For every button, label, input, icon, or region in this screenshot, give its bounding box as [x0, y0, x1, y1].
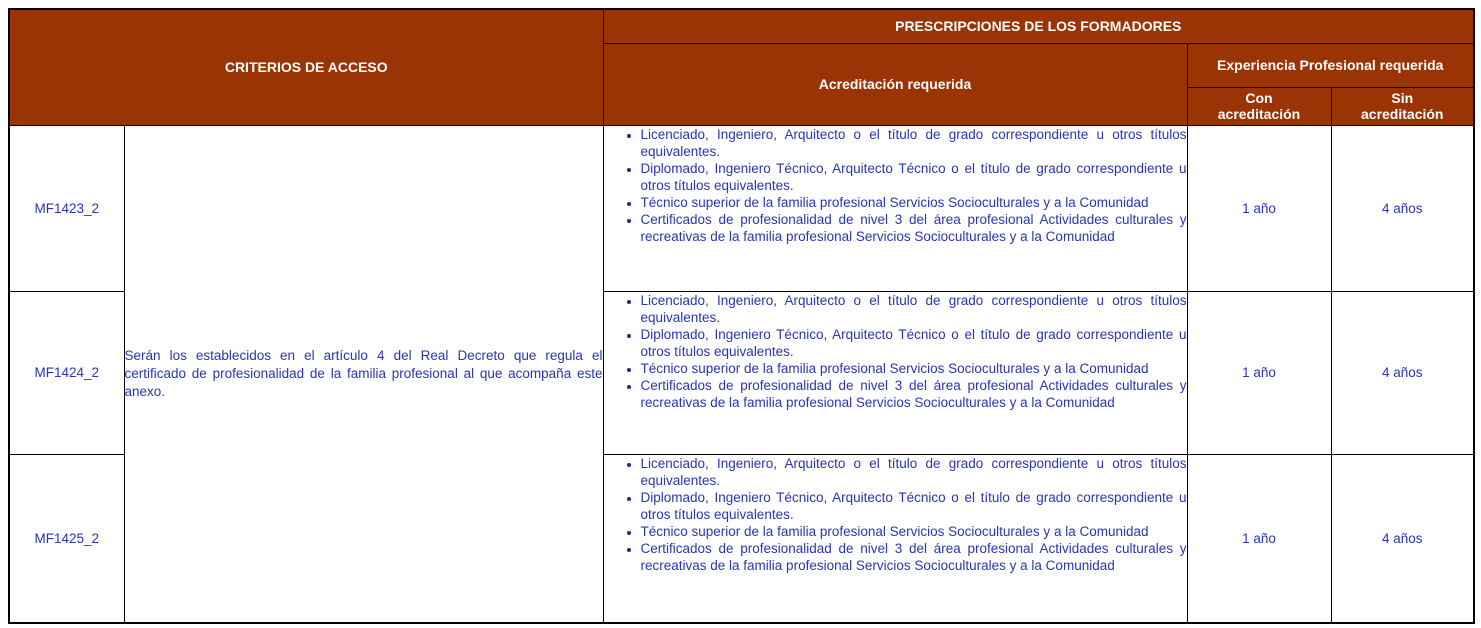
cell-module-code: MF1424_2	[8, 290, 125, 455]
acreditacion-item: Diplomado, Ingeniero Técnico, Arquitecto…	[641, 160, 1187, 194]
cell-experiencia-con: 1 año	[1186, 453, 1332, 624]
acreditacion-item: Técnico superior de la familia profesion…	[641, 523, 1187, 540]
cell-experiencia-sin: 4 años	[1330, 124, 1475, 292]
criterios-paragraph: Serán los establecidos en el artículo 4 …	[124, 347, 603, 399]
cell-experiencia-con: 1 año	[1186, 124, 1332, 292]
acreditacion-list: Licenciado, Ingeniero, Arquitecto o el t…	[604, 126, 1187, 245]
cell-acreditacion-list: Licenciado, Ingeniero, Arquitecto o el t…	[602, 290, 1188, 455]
table-row: MF1423_2 Serán los establecidos en el ar…	[8, 124, 1475, 624]
header-criterios-de-acceso: CRITERIOS DE ACCESO	[8, 8, 604, 126]
cell-experiencia-sin: 4 años	[1330, 453, 1475, 624]
acreditacion-item: Certificados de profesionalidad de nivel…	[641, 377, 1187, 411]
acreditacion-item: Certificados de profesionalidad de nivel…	[641, 211, 1187, 245]
cell-acreditacion-list: Licenciado, Ingeniero, Arquitecto o el t…	[602, 453, 1188, 624]
header-row-1: CRITERIOS DE ACCESO PRESCRIPCIONES DE LO…	[8, 8, 1475, 126]
acreditacion-item: Técnico superior de la familia profesion…	[641, 194, 1187, 211]
acreditacion-item: Técnico superior de la familia profesion…	[641, 360, 1187, 377]
table-row: MF1425_2 Licenciado, Ingeniero, Arquitec…	[8, 453, 1475, 624]
header-experiencia-label: Experiencia Profesional requerida	[1217, 57, 1444, 73]
acreditacion-item: Diplomado, Ingeniero Técnico, Arquitecto…	[641, 489, 1187, 523]
header-con-acreditacion: Con acreditación	[1186, 86, 1332, 126]
cell-acreditacion-list: Licenciado, Ingeniero, Arquitecto o el t…	[602, 124, 1188, 292]
header-row-3: Con acreditación Sin acreditación	[9, 86, 1475, 126]
cell-experiencia-sin: 4 años	[1330, 290, 1475, 455]
cell-criterios-text: Serán los establecidos en el artículo 4 …	[123, 124, 604, 624]
header-experiencia-profesional: Experiencia Profesional requerida	[1186, 42, 1475, 88]
header-row-2: Acreditación requerida Experiencia Profe…	[9, 42, 1475, 126]
header-con-acreditacion-label: Con acreditación	[1217, 90, 1301, 122]
header-sin-acreditacion: Sin acreditación	[1330, 86, 1475, 126]
acreditacion-list: Licenciado, Ingeniero, Arquitecto o el t…	[604, 455, 1187, 574]
header-sin-acreditacion-label: Sin acreditación	[1361, 90, 1444, 122]
cell-experiencia-con: 1 año	[1186, 290, 1332, 455]
acreditacion-item: Licenciado, Ingeniero, Arquitecto o el t…	[641, 126, 1187, 160]
acreditacion-item: Certificados de profesionalidad de nivel…	[641, 540, 1187, 574]
header-acreditacion-requerida: Acreditación requerida	[602, 42, 1188, 126]
acreditacion-list: Licenciado, Ingeniero, Arquitecto o el t…	[604, 292, 1187, 411]
table-row: MF1424_2 Licenciado, Ingeniero, Arquitec…	[8, 290, 1475, 455]
header-prescripciones-formadores: PRESCRIPCIONES DE LOS FORMADORES	[602, 8, 1475, 44]
cell-module-code: MF1425_2	[8, 453, 125, 624]
formadores-table: CRITERIOS DE ACCESO PRESCRIPCIONES DE LO…	[8, 8, 1475, 624]
acreditacion-item: Diplomado, Ingeniero Técnico, Arquitecto…	[641, 326, 1187, 360]
cell-module-code: MF1423_2	[8, 124, 125, 292]
acreditacion-item: Licenciado, Ingeniero, Arquitecto o el t…	[641, 292, 1187, 326]
acreditacion-item: Licenciado, Ingeniero, Arquitecto o el t…	[641, 455, 1187, 489]
